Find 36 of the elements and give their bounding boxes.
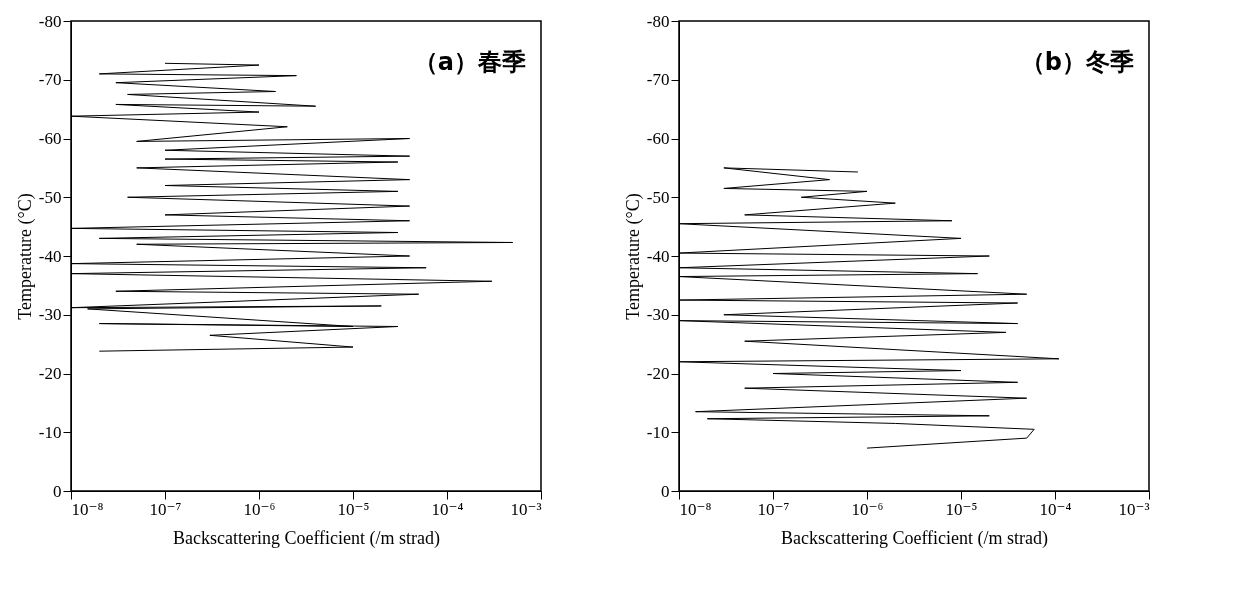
x-tick-label: 10⁻⁶ [243, 499, 276, 519]
x-tick-label: 10⁻⁸ [679, 499, 712, 519]
y-tick-label: -20 [646, 364, 670, 383]
x-axis-title: Backscattering Coefficient (/m strad) [172, 527, 441, 549]
y-tick-label: -60 [38, 129, 62, 148]
x-tick-label: 10⁻⁷ [149, 499, 182, 519]
x-tick-label: 10⁻⁶ [851, 499, 884, 519]
y-tick-label: -70 [38, 70, 62, 90]
y-tick-label: 0 [661, 481, 670, 501]
y-tick-label: -40 [646, 246, 670, 266]
x-tick-label: 10⁻⁴ [1039, 499, 1072, 519]
y-tick-label: -10 [38, 422, 62, 442]
x-tick-label: 10⁻⁷ [757, 499, 790, 519]
x-tick-label: 10⁻³ [1118, 499, 1150, 519]
x-tick-label: 10⁻³ [510, 499, 542, 519]
y-tick-label: -80 [646, 11, 670, 31]
y-tick-label: -60 [646, 129, 670, 148]
x-tick-label: 10⁻⁵ [337, 499, 370, 519]
y-tick-label: -30 [38, 305, 62, 325]
annotation: （a）春季 [413, 48, 526, 76]
y-axis-title: Temperature (°C) [14, 193, 36, 320]
x-tick-label: 10⁻⁴ [431, 499, 464, 519]
y-axis-title: Temperature (°C) [622, 193, 644, 320]
y-tick-label: -50 [646, 187, 670, 207]
x-tick-label: 10⁻⁸ [71, 499, 104, 519]
x-axis-title: Backscattering Coefficient (/m strad) [780, 527, 1049, 549]
y-tick-label: -70 [646, 70, 670, 90]
y-tick-label: 0 [53, 481, 62, 501]
y-tick-label: -50 [38, 187, 62, 207]
x-tick-label: 10⁻⁵ [945, 499, 978, 519]
y-tick-label: -30 [646, 305, 670, 325]
y-tick-label: -40 [38, 246, 62, 266]
y-tick-label: -80 [38, 11, 62, 31]
y-tick-label: -10 [646, 422, 670, 442]
y-tick-label: -20 [38, 364, 62, 383]
annotation: （b）冬季 [1020, 48, 1134, 76]
